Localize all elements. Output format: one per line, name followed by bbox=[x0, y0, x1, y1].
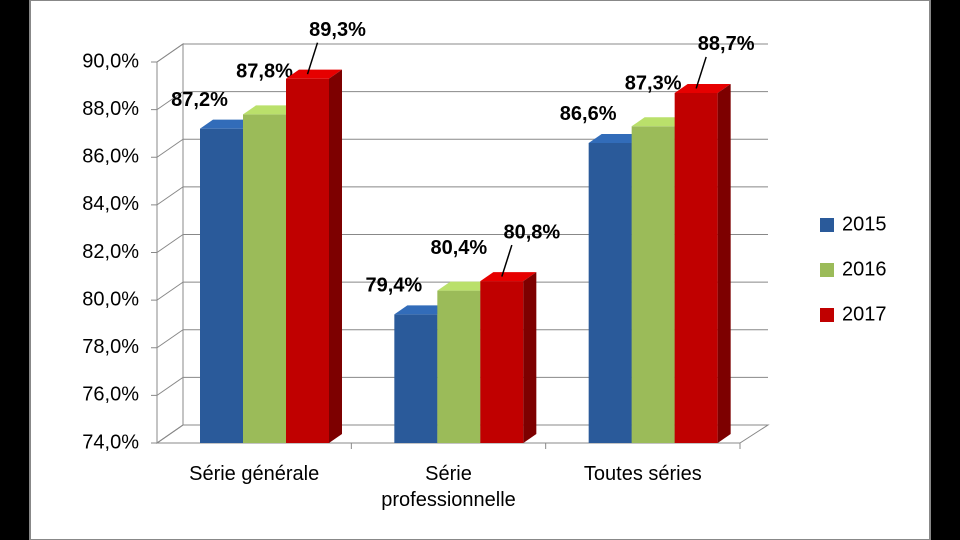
bar bbox=[243, 114, 286, 443]
grid-line bbox=[156, 138, 184, 158]
y-tick-label: 88,0% bbox=[82, 98, 139, 120]
bar-side bbox=[717, 83, 731, 444]
bar-top bbox=[480, 272, 537, 282]
legend-swatch bbox=[820, 308, 834, 322]
y-tick-label: 76,0% bbox=[82, 384, 139, 406]
grid-line bbox=[156, 281, 184, 301]
y-tick-label: 90,0% bbox=[82, 50, 139, 72]
legend-label: 2015 bbox=[842, 213, 887, 235]
bar-top bbox=[437, 281, 494, 291]
leader-line bbox=[695, 56, 707, 89]
bar-side bbox=[329, 69, 342, 443]
bar-top bbox=[674, 83, 731, 93]
bar bbox=[631, 126, 675, 443]
bar bbox=[480, 281, 524, 443]
grid-line bbox=[156, 43, 184, 63]
grid-line bbox=[156, 329, 184, 349]
y-tick-label: 80,0% bbox=[82, 288, 139, 310]
bar bbox=[200, 128, 243, 444]
x-tick-label: Série professionnelle bbox=[381, 463, 516, 511]
value-label: 87,3% bbox=[625, 73, 682, 95]
value-label: 87,2% bbox=[171, 89, 228, 111]
value-label: 80,8% bbox=[503, 221, 560, 243]
bar bbox=[674, 92, 718, 444]
grid-line bbox=[156, 234, 184, 253]
leader-line bbox=[306, 42, 319, 75]
value-label: 89,3% bbox=[309, 19, 366, 41]
y-tick-label: 82,0% bbox=[82, 241, 139, 263]
bar bbox=[437, 290, 481, 443]
value-label: 88,7% bbox=[698, 33, 755, 55]
y-tick-label: 78,0% bbox=[82, 336, 139, 358]
bar bbox=[588, 142, 632, 443]
legend-label: 2017 bbox=[842, 303, 887, 325]
bar-top bbox=[200, 119, 256, 129]
value-label: 87,8% bbox=[236, 61, 293, 83]
bar-side bbox=[523, 272, 537, 443]
leader-line bbox=[501, 244, 513, 277]
y-tick-label: 74,0% bbox=[82, 431, 139, 453]
bar-top bbox=[588, 133, 645, 143]
legend-swatch bbox=[820, 263, 834, 277]
bar-top bbox=[243, 105, 299, 115]
bar-top bbox=[394, 305, 451, 315]
value-label: 79,4% bbox=[365, 275, 422, 297]
bar-top bbox=[286, 69, 342, 79]
value-label: 86,6% bbox=[560, 103, 617, 125]
chart-area bbox=[29, 0, 931, 540]
legend-label: 2016 bbox=[842, 258, 887, 280]
value-label: 80,4% bbox=[430, 237, 487, 259]
legend-swatch bbox=[820, 218, 834, 232]
grid-line bbox=[156, 376, 184, 396]
y-tick-label: 86,0% bbox=[82, 146, 139, 168]
grid-line bbox=[156, 186, 184, 206]
bar bbox=[286, 78, 329, 443]
bar-top bbox=[631, 117, 688, 127]
x-tick-label: Toutes séries bbox=[583, 463, 702, 485]
grid-line bbox=[156, 424, 184, 444]
y-tick-label: 84,0% bbox=[82, 193, 139, 215]
bar bbox=[394, 314, 438, 443]
grid-line bbox=[156, 91, 184, 111]
x-tick-label: Série générale bbox=[189, 463, 320, 485]
